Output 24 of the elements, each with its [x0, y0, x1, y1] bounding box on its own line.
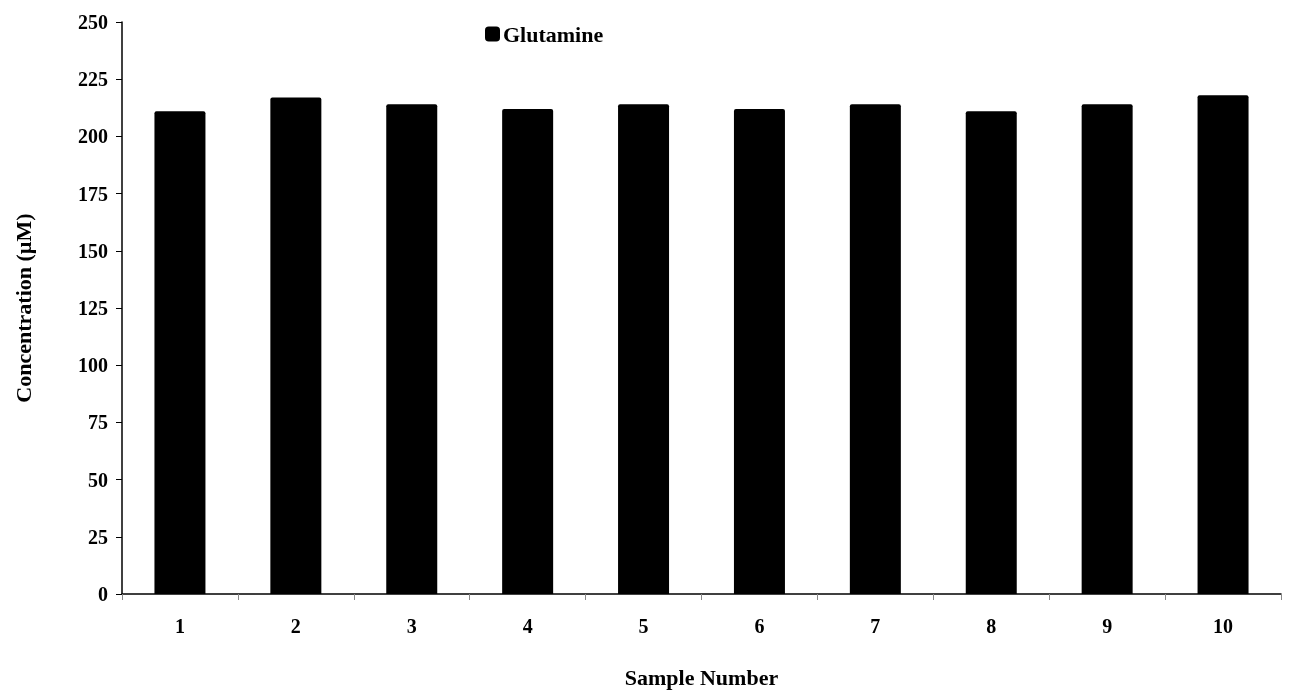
x-tick-label: 7	[870, 615, 881, 637]
legend-label: Glutamine	[503, 21, 604, 47]
y-tick-label: 225	[78, 68, 108, 91]
x-tick-label: 1	[174, 615, 185, 637]
y-tick-label: 0	[98, 583, 108, 605]
y-axis-title: Concentration (µM)	[10, 213, 36, 403]
y-tick-label: 25	[88, 525, 108, 548]
x-axis-title: Sample Number	[624, 664, 779, 690]
x-tick-label: 8	[986, 615, 997, 637]
x-tick-label: 4	[522, 615, 533, 637]
x-tick-label: 5	[638, 615, 649, 637]
y-tick-label: 100	[78, 354, 108, 377]
x-tick-label: 3	[406, 615, 417, 637]
y-tick-label: 50	[88, 468, 108, 491]
x-tick-label: 2	[290, 615, 301, 637]
x-tick-label: 9	[1102, 615, 1113, 637]
y-tick-label: 75	[88, 411, 108, 434]
y-tick-label: 125	[78, 297, 108, 319]
x-tick-label: 6	[754, 615, 765, 637]
y-tick-label: 150	[78, 239, 108, 262]
y-tick-label: 250	[78, 11, 108, 33]
x-tick-label: 10	[1213, 615, 1234, 637]
y-tick-label: 175	[78, 182, 108, 205]
y-tick-label: 200	[78, 125, 108, 148]
